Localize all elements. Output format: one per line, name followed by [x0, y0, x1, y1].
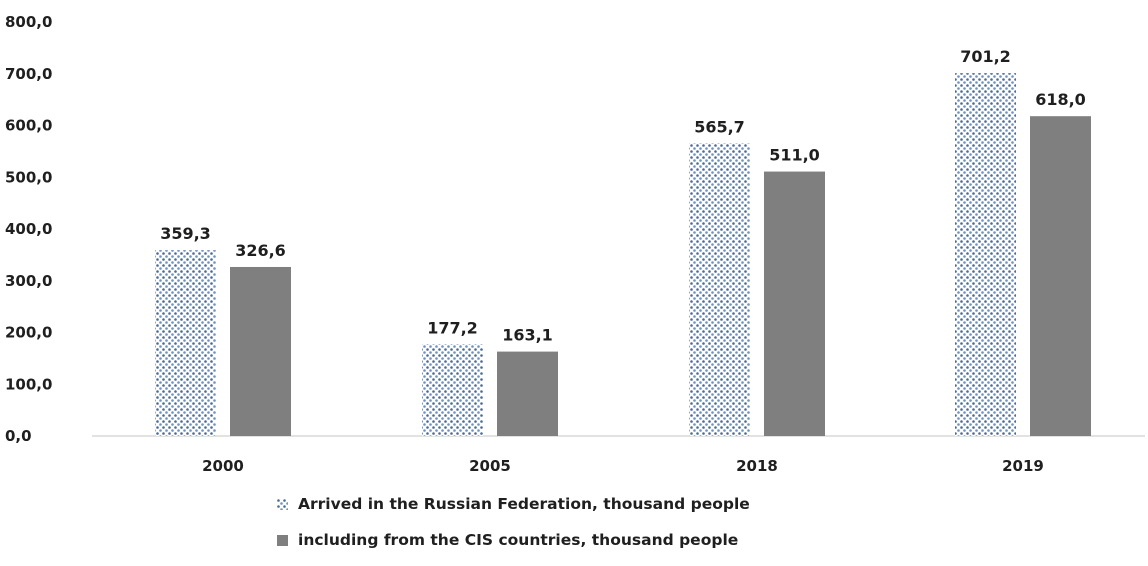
legend-item-arrived: Arrived in the Russian Federation, thous… — [277, 494, 750, 514]
y-axis-tick-labels: 0,0 100,0 200,0 300,0 400,0 500,0 600,0 700,0 80… — [5, 13, 52, 445]
dotted-swatch-icon — [277, 498, 288, 510]
y-tick-label: 500,0 — [5, 168, 52, 186]
bar-arrived-2018 — [689, 143, 750, 436]
legend: Arrived in the Russian Federation, thous… — [277, 494, 750, 566]
y-tick-label: 100,0 — [5, 375, 52, 393]
data-label-arrived-2019: 701,2 — [960, 47, 1011, 66]
data-label-arrived-2000: 359,3 — [160, 224, 211, 243]
bar-arrived-2005 — [422, 344, 483, 436]
data-label-cis-2005: 163,1 — [502, 326, 553, 345]
data-label-cis-2000: 326,6 — [235, 241, 286, 260]
data-label-cis-2019: 618,0 — [1035, 90, 1086, 109]
legend-label-arrived: Arrived in the Russian Federation, thous… — [298, 495, 750, 513]
y-tick-label: 0,0 — [5, 427, 32, 445]
y-tick-label: 200,0 — [5, 324, 52, 342]
legend-item-cis: including from the CIS countries, thousa… — [277, 530, 750, 550]
y-tick-label: 700,0 — [5, 65, 52, 83]
y-tick-label: 300,0 — [5, 272, 52, 290]
x-tick-label: 2019 — [1002, 457, 1044, 475]
x-tick-label: 2018 — [736, 457, 778, 475]
y-tick-label: 400,0 — [5, 220, 52, 238]
bar-cis-2019 — [1030, 116, 1091, 436]
x-tick-label: 2000 — [202, 457, 244, 475]
data-label-arrived-2005: 177,2 — [427, 318, 478, 337]
bar-cis-2000 — [230, 266, 291, 436]
y-tick-label: 600,0 — [5, 117, 52, 135]
x-axis-tick-labels: 2000 2005 2018 2019 — [202, 457, 1044, 475]
bar-arrived-2019 — [955, 73, 1016, 436]
bar-cis-2018 — [764, 171, 825, 436]
y-tick-label: 800,0 — [5, 13, 52, 31]
solid-swatch-icon — [277, 534, 288, 546]
bar-cis-2005 — [497, 351, 558, 436]
bar-series-group: 359,3 326,6 177,2 163,1 565,7 511,0 701,2 618,0 — [155, 47, 1091, 436]
bar-arrived-2000 — [155, 250, 216, 436]
data-label-cis-2018: 511,0 — [769, 146, 820, 165]
x-tick-label: 2005 — [469, 457, 511, 475]
legend-label-cis: including from the CIS countries, thousa… — [298, 531, 739, 549]
data-label-arrived-2018: 565,7 — [694, 117, 745, 136]
